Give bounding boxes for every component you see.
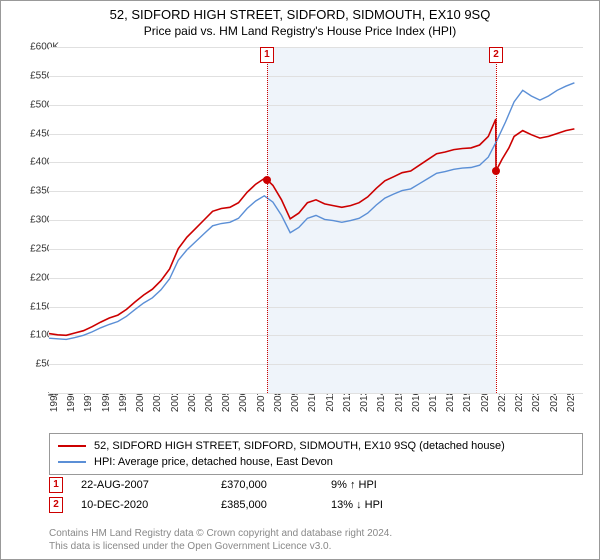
sale-row-2: 2 10-DEC-2020 £385,000 13% ↓ HPI <box>49 495 583 515</box>
sale-delta-1: 9% ↑ HPI <box>331 479 451 491</box>
chart-marker-1: 1 <box>260 47 274 63</box>
legend-swatch-hpi <box>58 461 86 463</box>
legend-label-property: 52, SIDFORD HIGH STREET, SIDFORD, SIDMOU… <box>94 440 505 452</box>
sale-price-1: £370,000 <box>221 479 331 491</box>
sale-price-2: £385,000 <box>221 499 331 511</box>
chart-title: 52, SIDFORD HIGH STREET, SIDFORD, SIDMOU… <box>1 7 599 22</box>
sale-marker-1: 1 <box>49 477 63 493</box>
chart-marker-2: 2 <box>489 47 503 63</box>
sale-marker-2: 2 <box>49 497 63 513</box>
plot-area: 12 <box>49 47 583 393</box>
footer-attribution: Contains HM Land Registry data © Crown c… <box>49 527 392 553</box>
chart-container: 52, SIDFORD HIGH STREET, SIDFORD, SIDMOU… <box>0 0 600 560</box>
sale-date-1: 22-AUG-2007 <box>81 479 221 491</box>
legend-row-hpi: HPI: Average price, detached house, East… <box>58 454 574 470</box>
sales-table: 1 22-AUG-2007 £370,000 9% ↑ HPI 2 10-DEC… <box>49 475 583 515</box>
title-area: 52, SIDFORD HIGH STREET, SIDFORD, SIDMOU… <box>1 1 599 38</box>
sale-row-1: 1 22-AUG-2007 £370,000 9% ↑ HPI <box>49 475 583 495</box>
sale-delta-2: 13% ↓ HPI <box>331 499 451 511</box>
legend-swatch-property <box>58 445 86 447</box>
line-series-svg <box>49 47 583 393</box>
legend-box: 52, SIDFORD HIGH STREET, SIDFORD, SIDMOU… <box>49 433 583 475</box>
footer-line-1: Contains HM Land Registry data © Crown c… <box>49 527 392 540</box>
legend-label-hpi: HPI: Average price, detached house, East… <box>94 456 333 468</box>
chart-subtitle: Price paid vs. HM Land Registry's House … <box>1 24 599 38</box>
legend-row-property: 52, SIDFORD HIGH STREET, SIDFORD, SIDMOU… <box>58 438 574 454</box>
footer-line-2: This data is licensed under the Open Gov… <box>49 540 392 553</box>
sale-date-2: 10-DEC-2020 <box>81 499 221 511</box>
